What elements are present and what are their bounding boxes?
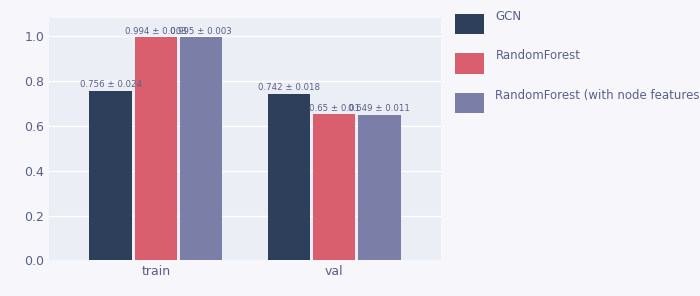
Text: 0.65 ± 0.01: 0.65 ± 0.01 <box>309 104 360 113</box>
Text: RandomForest: RandomForest <box>496 49 580 62</box>
Bar <box>134 37 177 260</box>
Bar <box>455 93 484 113</box>
Bar <box>90 91 132 260</box>
Text: GCN: GCN <box>496 10 522 23</box>
Text: RandomForest (with node features): RandomForest (with node features) <box>496 89 700 102</box>
Text: 0.649 ± 0.011: 0.649 ± 0.011 <box>349 104 410 113</box>
Text: 0.994 ± 0.003: 0.994 ± 0.003 <box>125 27 187 36</box>
Text: 0.995 ± 0.003: 0.995 ± 0.003 <box>170 27 232 36</box>
Text: 0.756 ± 0.024: 0.756 ± 0.024 <box>80 80 142 89</box>
Bar <box>313 114 356 260</box>
Bar <box>267 94 310 260</box>
Text: 0.742 ± 0.018: 0.742 ± 0.018 <box>258 83 320 92</box>
Bar <box>358 115 400 260</box>
Bar <box>455 53 484 74</box>
Bar <box>180 37 223 260</box>
Bar <box>455 14 484 34</box>
